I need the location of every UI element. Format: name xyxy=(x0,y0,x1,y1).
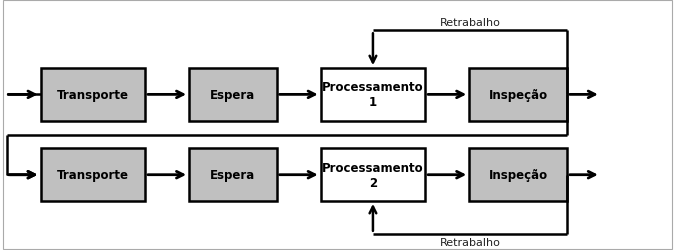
Text: Processamento
2: Processamento 2 xyxy=(322,161,424,189)
Text: Inspeção: Inspeção xyxy=(489,88,547,102)
Bar xyxy=(321,69,425,121)
Text: Espera: Espera xyxy=(210,88,256,102)
Text: Retrabalho: Retrabalho xyxy=(439,18,500,28)
Bar xyxy=(189,149,277,201)
Bar xyxy=(469,149,567,201)
Text: Transporte: Transporte xyxy=(57,88,129,102)
Text: Transporte: Transporte xyxy=(57,168,129,181)
Text: Inspeção: Inspeção xyxy=(489,168,547,181)
Text: Retrabalho: Retrabalho xyxy=(439,238,500,248)
Bar xyxy=(469,69,567,121)
Bar xyxy=(321,149,425,201)
Bar xyxy=(40,69,145,121)
Text: Processamento
1: Processamento 1 xyxy=(322,81,424,109)
Bar xyxy=(189,69,277,121)
Bar xyxy=(40,149,145,201)
Text: Espera: Espera xyxy=(210,168,256,181)
